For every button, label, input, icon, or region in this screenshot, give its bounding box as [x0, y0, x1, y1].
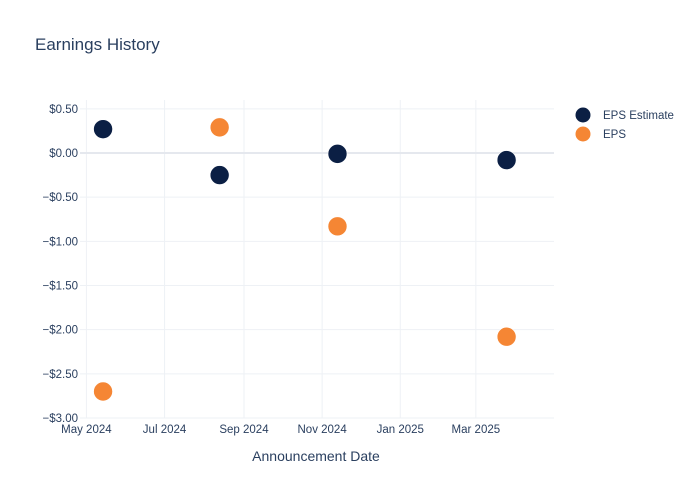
x-tick-label: Mar 2025: [452, 424, 501, 436]
x-tick-label: Jan 2025: [377, 424, 424, 436]
legend[interactable]: EPS Estimate EPS: [575, 107, 674, 142]
x-tick-label: Nov 2024: [298, 424, 348, 436]
x-tick-label: Sep 2024: [219, 424, 269, 436]
grid: [80, 100, 554, 419]
legend-label-eps: EPS: [603, 129, 626, 141]
y-tick-label: $0.50: [49, 104, 78, 116]
series-eps-estimate: [93, 119, 517, 185]
legend-label-eps-estimate: EPS Estimate: [603, 110, 674, 122]
x-axis-ticks: May 2024 Jul 2024 Sep 2024 Nov 2024 Jan 2025…: [61, 424, 500, 436]
legend-marker-eps: [575, 126, 591, 142]
y-tick-label: −$3.00: [43, 413, 79, 425]
y-axis-ticks: $0.50 $0.00 −$0.50 −$1.00 −$1.50 −$2.00 −$2.50…: [43, 104, 79, 425]
point-eps[interactable]: [209, 117, 230, 138]
x-tick-label: Jul 2024: [143, 424, 187, 436]
point-eps[interactable]: [496, 326, 517, 347]
x-tick-label: May 2024: [61, 424, 112, 436]
point-eps[interactable]: [327, 216, 348, 237]
y-tick-label: $0.00: [49, 148, 78, 160]
point-eps-estimate[interactable]: [93, 119, 113, 139]
series-eps: [93, 117, 517, 402]
y-tick-label: −$2.00: [43, 325, 79, 337]
y-tick-label: −$2.50: [43, 369, 79, 381]
chart-title: Earnings History: [35, 35, 160, 54]
y-tick-label: −$0.50: [43, 192, 79, 204]
y-tick-label: −$1.00: [43, 236, 79, 248]
legend-item-eps-estimate[interactable]: EPS Estimate: [575, 107, 674, 123]
point-eps-estimate[interactable]: [209, 165, 230, 185]
legend-marker-eps-estimate: [575, 107, 591, 123]
data-points: [93, 117, 517, 402]
legend-item-eps[interactable]: EPS: [575, 126, 627, 142]
y-tick-label: −$1.50: [43, 281, 79, 293]
point-eps[interactable]: [93, 381, 113, 402]
point-eps-estimate[interactable]: [327, 144, 348, 164]
x-axis-title: Announcement Date: [252, 448, 380, 464]
point-eps-estimate[interactable]: [496, 150, 517, 170]
